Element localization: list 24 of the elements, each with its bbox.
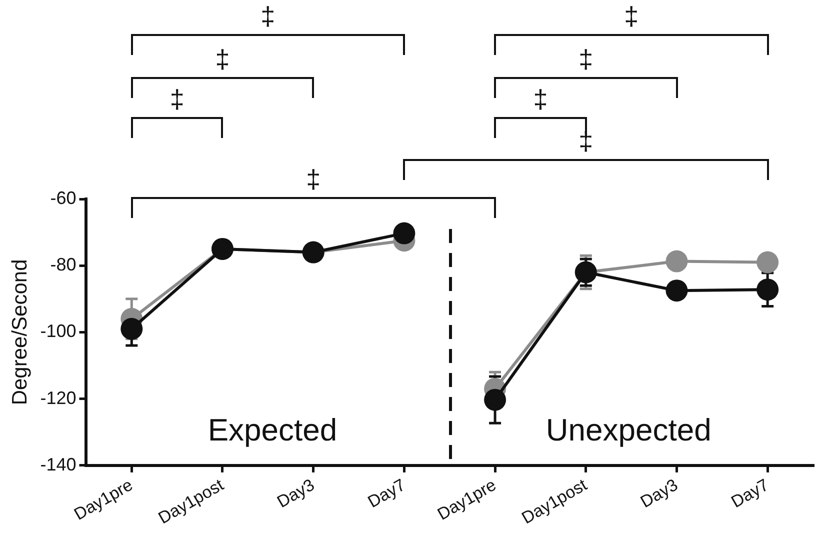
- y-tick-label: -80: [50, 254, 76, 275]
- point: [484, 388, 506, 411]
- text: ‡: [170, 84, 184, 114]
- text: ‡: [215, 44, 230, 74]
- text: ‡: [306, 164, 321, 194]
- x-tick-label: Day3: [637, 475, 682, 512]
- text: ‡: [624, 1, 639, 32]
- text: ‡: [578, 44, 594, 74]
- y-tick-label: -60: [50, 188, 76, 208]
- text: ‡: [260, 1, 276, 32]
- y-tick-label: -140: [40, 454, 76, 474]
- point: [120, 318, 143, 340]
- point: [666, 280, 688, 302]
- point: [756, 278, 779, 301]
- y-tick-label: -120: [40, 388, 76, 408]
- annotation: Expected: [208, 412, 338, 448]
- y-axis-title: Degree/Second: [8, 259, 32, 406]
- annotation: Unexpected: [546, 412, 712, 448]
- point: [393, 222, 416, 244]
- point: [756, 251, 779, 274]
- text: ‡: [533, 84, 548, 114]
- point: [666, 250, 688, 272]
- x-tick-label: Day3: [274, 475, 318, 512]
- y-tick-label: -100: [40, 321, 76, 342]
